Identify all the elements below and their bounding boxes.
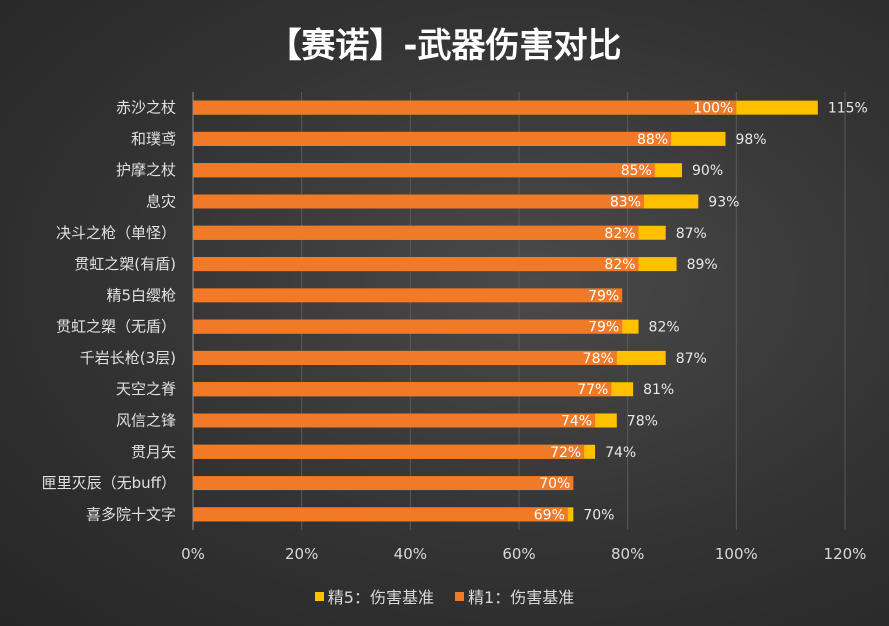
data-label-r1: 82% (604, 257, 635, 273)
data-label-r5: 78% (627, 414, 658, 430)
chart-title: 【赛诺】-武器伤害对比 (267, 26, 622, 66)
data-label-r1: 69% (534, 507, 565, 523)
category-label: 贯月矢 (131, 443, 176, 461)
data-label-r1: 83% (610, 195, 641, 211)
category-label: 息灾 (146, 193, 176, 211)
x-tick-label: 0% (181, 545, 205, 563)
legend: 精5：伤害基准 精1：伤害基准 (0, 584, 889, 608)
bar-r1 (193, 444, 585, 459)
data-label-r1: 79% (588, 320, 619, 336)
bar-r1 (193, 225, 639, 240)
bar-r1 (193, 131, 672, 146)
category-label: 赤沙之杖 (116, 99, 176, 117)
category-label: 护摩之杖 (116, 161, 176, 179)
x-tick-label: 40% (394, 545, 427, 563)
bar-r1 (193, 100, 737, 115)
data-label-r5: 90% (692, 163, 723, 179)
category-label: 天空之脊 (116, 380, 176, 398)
category-label: 风信之锋 (116, 412, 176, 430)
data-label-r5: 93% (708, 195, 739, 211)
legend-item-r1: 精1：伤害基准 (455, 584, 574, 608)
x-tick-label: 120% (824, 545, 867, 563)
data-label-r1: 78% (583, 351, 614, 367)
bar-r1 (193, 350, 617, 365)
bar-r1 (193, 288, 623, 303)
bar-r1 (193, 413, 596, 428)
data-label-r5: 115% (828, 101, 868, 117)
data-label-r1: 82% (604, 226, 635, 242)
data-label-r5: 82% (649, 320, 680, 336)
x-tick-label: 20% (285, 545, 318, 563)
category-label: 决斗之枪（单怪） (56, 224, 176, 242)
bar-r1 (193, 507, 568, 522)
data-label-r1: 88% (637, 132, 668, 148)
data-label-r1: 74% (561, 414, 592, 430)
category-label: 喜多院十文字 (86, 505, 176, 523)
data-label-r5: 81% (643, 382, 674, 398)
category-label: 贯虹之槊(有盾) (74, 255, 176, 273)
legend-label: 精5：伤害基准 (327, 588, 434, 607)
data-label-r1: 77% (577, 382, 608, 398)
bar-r1 (193, 257, 639, 272)
legend-swatch (455, 591, 465, 601)
data-label-r5: 87% (676, 226, 707, 242)
category-label: 贯虹之槊（无盾） (56, 318, 176, 336)
bar-r1 (193, 476, 574, 491)
bar-r1 (193, 319, 623, 334)
data-label-r1: 85% (621, 163, 652, 179)
data-label-r1: 100% (693, 101, 733, 117)
bar-r1 (193, 194, 644, 209)
category-label: 和璞鸢 (131, 130, 176, 148)
legend-swatch (314, 591, 324, 601)
bar-r1 (193, 163, 655, 178)
data-label-r1: 70% (539, 476, 570, 492)
data-label-r5: 74% (605, 445, 636, 461)
data-label-r5: 87% (676, 351, 707, 367)
category-label: 匣里灭辰（无buff） (42, 474, 176, 492)
legend-label: 精1：伤害基准 (468, 588, 575, 607)
data-label-r1: 79% (588, 288, 619, 304)
x-tick-label: 80% (611, 545, 644, 563)
data-label-r5: 98% (735, 132, 766, 148)
data-label-r5: 70% (583, 507, 614, 523)
x-tick-label: 100% (715, 545, 758, 563)
data-label-r1: 72% (550, 445, 581, 461)
category-label: 千岩长枪(3层) (80, 349, 176, 367)
data-label-r5: 89% (687, 257, 718, 273)
category-label: 精5白缨枪 (106, 286, 176, 304)
x-tick-label: 60% (502, 545, 535, 563)
legend-item-r5: 精5：伤害基准 (314, 584, 434, 608)
bar-r1 (193, 382, 612, 397)
